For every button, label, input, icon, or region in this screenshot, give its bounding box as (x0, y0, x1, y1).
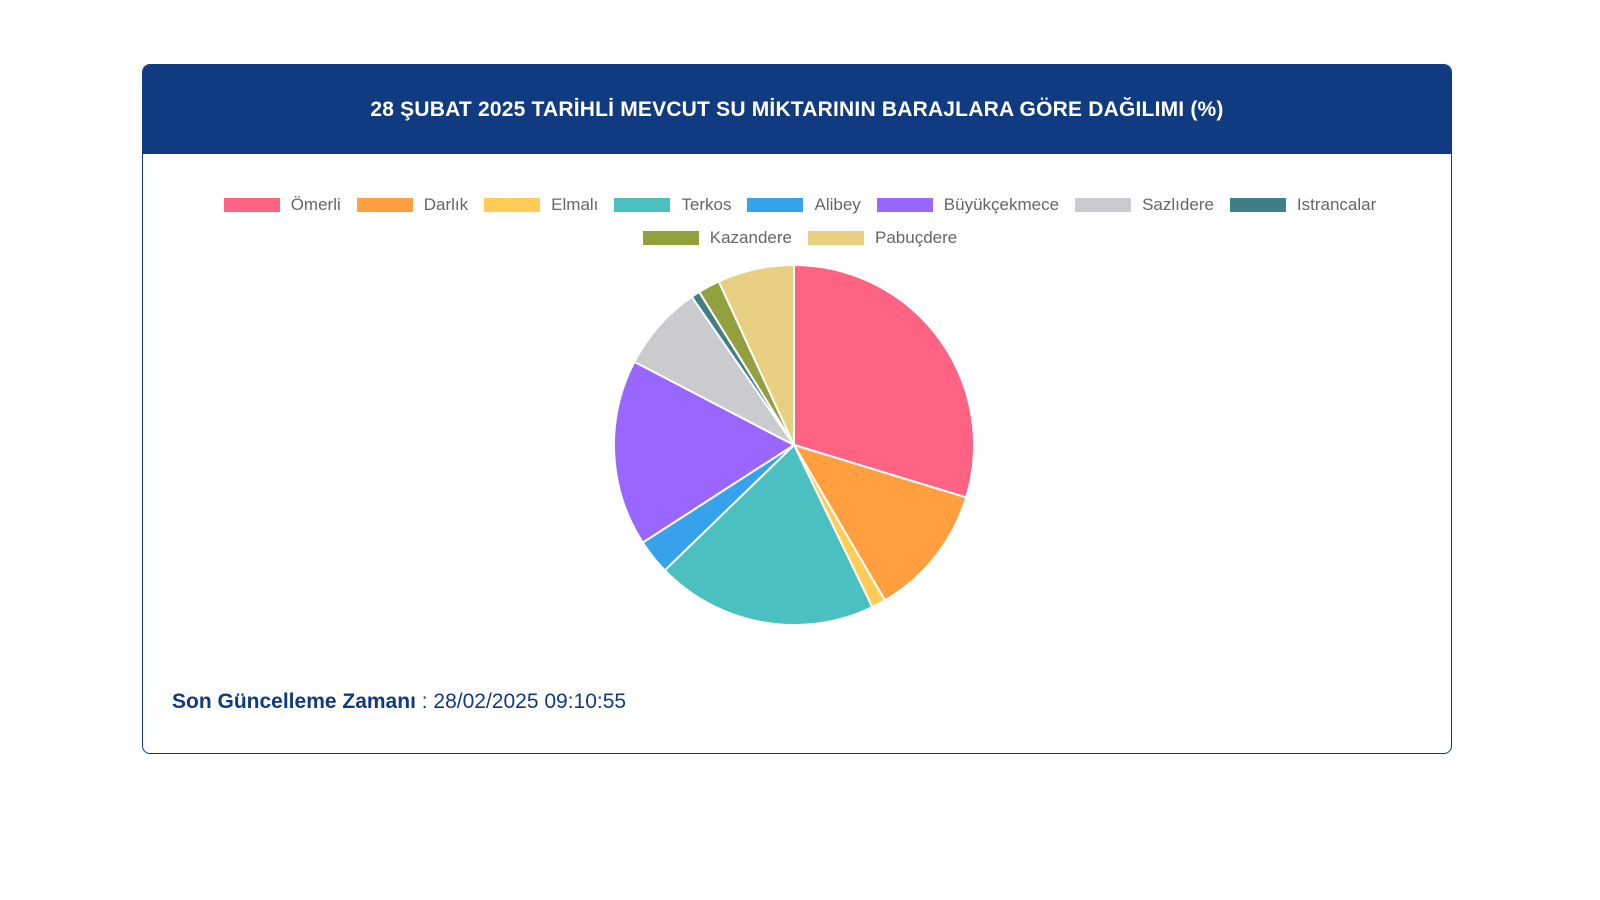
legend-swatch (876, 198, 933, 212)
legend-swatch (484, 198, 541, 212)
legend-label: Alibey (814, 195, 861, 214)
legend-swatch (223, 198, 280, 212)
legend-item[interactable]: Terkos (614, 192, 731, 218)
legend-item[interactable]: Istrancalar (1229, 192, 1377, 218)
legend-swatch (356, 198, 413, 212)
pie-slice[interactable] (791, 443, 968, 602)
legend-label: Istrancalar (1296, 195, 1377, 214)
legend-label: Darlık (423, 195, 469, 214)
legend-swatch (1075, 198, 1132, 212)
legend-label: Büyükçekmece (943, 195, 1060, 214)
legend-item[interactable]: Pabuçdere (808, 225, 957, 251)
last-update-separator: : (415, 690, 434, 713)
pie-slice[interactable] (613, 360, 796, 544)
legend-label: Terkos (681, 195, 732, 214)
legend-row-2: Kazandere Pabuçdere (635, 225, 965, 251)
legend-swatch (747, 198, 804, 212)
legend-swatch (614, 198, 671, 212)
legend-item[interactable]: Büyükçekmece (876, 192, 1060, 218)
pie-slice[interactable] (663, 443, 874, 626)
legend-label: Pabuçdere (875, 228, 958, 247)
legend-label: Elmalı (551, 195, 599, 214)
legend-item[interactable]: Ömerli (223, 192, 341, 218)
last-update-label: Son Güncelleme Zamanı (172, 690, 416, 713)
legend-swatch (642, 231, 699, 245)
legend-label: Ömerli (290, 195, 341, 214)
card-header: 28 ŞUBAT 2025 TARİHLİ MEVCUT SU MİKTARIN… (143, 65, 1451, 154)
chart-title: 28 ŞUBAT 2025 TARİHLİ MEVCUT SU MİKTARIN… (370, 97, 1224, 121)
legend-swatch (808, 231, 864, 245)
legend-item[interactable]: Alibey (747, 192, 861, 218)
legend-item[interactable]: Sazlıdere (1075, 192, 1214, 218)
legend-swatch (1229, 198, 1286, 212)
legend-item[interactable]: Darlık (356, 192, 469, 218)
legend-item[interactable]: Kazandere (642, 225, 792, 251)
pie-slice[interactable] (793, 263, 975, 499)
pie-slice[interactable] (717, 263, 795, 446)
legend-label: Kazandere (709, 228, 792, 247)
legend-row-1: Ömerli Darlık Elmalı Terkos Alibey Büyükçekme… (216, 192, 1385, 218)
last-update-value: 28/02/2025 09:10:55 (433, 690, 627, 713)
chart-legend: Ömerli Darlık Elmalı Terkos Alibey Büyükçekme… (0, 192, 1600, 258)
legend-label: Sazlıdere (1142, 195, 1214, 214)
legend-item[interactable]: Elmalı (484, 192, 598, 218)
last-update: Son Güncelleme Zamanı : 28/02/2025 09:10… (172, 690, 626, 714)
chart-card: 28 ŞUBAT 2025 TARİHLİ MEVCUT SU MİKTARIN… (142, 64, 1452, 754)
